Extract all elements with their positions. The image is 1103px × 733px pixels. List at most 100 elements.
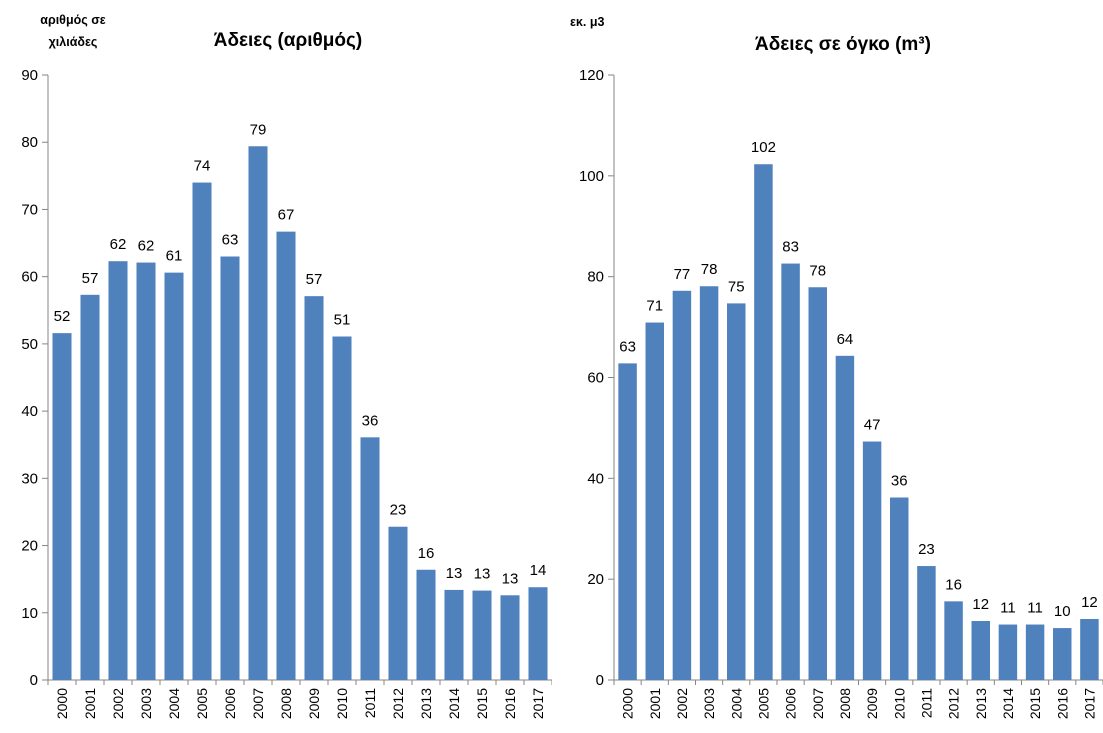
bar (192, 182, 212, 681)
bar (1080, 618, 1099, 680)
chart-svg-left: αριθμός σε χιλιάδες Άδειες (αριθμός) 0 10… (21, 13, 552, 719)
y-tick-label: 70 (21, 201, 38, 218)
bar-value-label: 102 (751, 139, 776, 156)
x-tick-label: 2009 (864, 688, 880, 719)
bar-value-label: 14 (530, 562, 547, 579)
y-tick-label: 30 (21, 470, 38, 487)
x-tick-label: 2014 (1000, 688, 1016, 719)
bar (304, 296, 324, 680)
bar (754, 164, 773, 681)
bar-value-label: 78 (809, 262, 826, 279)
x-tick-label: 2010 (334, 688, 350, 719)
y-tick-label: 40 (21, 403, 38, 420)
chart-building-permits-volume: εκ. μ3 Άδειες σε όγκο (m³) 0 20 40 60 80 100 1… (552, 0, 1103, 733)
x-tick-label: 2006 (783, 688, 799, 719)
x-tick-label: 2006 (222, 688, 238, 719)
y-tick-label: 10 (21, 605, 38, 622)
bar-value-label: 10 (1054, 603, 1071, 620)
x-tick-label: 2010 (891, 688, 907, 719)
x-tick-label: 2001 (82, 688, 98, 719)
y-unit-label: εκ. μ3 (570, 15, 604, 29)
bar-value-label: 23 (918, 541, 935, 558)
bar (699, 286, 719, 680)
bar (80, 294, 100, 680)
x-tick-label: 2009 (306, 688, 322, 719)
plot-area: 0 20 40 60 80 100 120 63 2000 71 2001 77 2002 78 2003 7… (579, 67, 1103, 719)
bar-value-label: 12 (972, 596, 989, 613)
bar-value-label: 78 (701, 261, 718, 278)
bar (890, 497, 909, 680)
y-tick-label: 0 (596, 672, 604, 689)
bar (835, 355, 855, 680)
bar-value-label: 77 (674, 266, 691, 283)
bar (248, 146, 268, 680)
bar (727, 303, 746, 680)
bar (971, 621, 990, 680)
bar (220, 256, 240, 680)
x-tick-label: 2017 (1081, 688, 1097, 719)
bar-value-label: 16 (945, 576, 962, 593)
y-tick-label: 80 (21, 134, 38, 151)
bar-value-label: 83 (782, 239, 799, 256)
bar-value-label: 52 (54, 308, 71, 325)
plot-area: 0 10 20 30 40 50 60 70 80 90 52 2000 57 2001 62 2002 62 2… (21, 67, 552, 719)
y-tick-label: 0 (30, 672, 38, 689)
bar-value-label: 47 (864, 417, 881, 434)
bar-value-label: 61 (166, 248, 183, 265)
x-tick-label: 2013 (418, 688, 434, 719)
x-tick-label: 2007 (810, 688, 826, 719)
bar-value-label: 63 (619, 338, 636, 355)
bar-value-label: 57 (306, 271, 323, 288)
bar (998, 624, 1018, 680)
bar-value-label: 62 (110, 236, 127, 253)
bar-value-label: 16 (418, 545, 435, 562)
bar (164, 272, 184, 680)
x-tick-label: 2016 (1054, 688, 1070, 719)
x-tick-label: 2015 (1027, 688, 1043, 719)
y-tick-label: 90 (21, 67, 38, 84)
y-tick-label: 60 (21, 269, 38, 286)
bar (645, 322, 664, 680)
x-tick-label: 2012 (946, 688, 962, 719)
bar (528, 587, 548, 680)
bar-value-label: 64 (837, 331, 854, 348)
x-tick-label: 2000 (620, 688, 636, 719)
bar (500, 595, 520, 680)
x-tick-label: 2011 (918, 688, 934, 718)
bar (276, 231, 296, 680)
y-tick-label: 120 (579, 67, 604, 84)
y-tick-label: 20 (587, 571, 604, 588)
x-tick-label: 2002 (674, 688, 690, 719)
x-tick-label: 2013 (973, 688, 989, 719)
x-tick-label: 2007 (250, 688, 266, 719)
x-tick-label: 2015 (474, 688, 490, 719)
bar-value-label: 67 (278, 207, 295, 224)
bar (416, 569, 436, 680)
bar-value-label: 71 (646, 298, 663, 315)
x-tick-label: 2008 (837, 688, 853, 719)
bar-value-label: 62 (138, 238, 155, 255)
x-tick-label: 2016 (502, 688, 518, 719)
bar-value-label: 13 (474, 566, 491, 583)
x-tick-label: 2004 (166, 688, 182, 719)
bar (360, 437, 380, 680)
bar (472, 590, 492, 680)
x-tick-label: 2003 (138, 688, 154, 719)
y-tick-label: 40 (587, 470, 604, 487)
x-tick-label: 2014 (446, 688, 462, 719)
bar (781, 263, 800, 680)
x-tick-label: 2012 (390, 688, 406, 719)
bar (808, 287, 827, 680)
y-tick-label: 20 (21, 538, 38, 555)
bar (332, 336, 352, 680)
x-tick-label: 2005 (755, 688, 771, 719)
y-unit-label-line1: αριθμός σε (40, 13, 105, 27)
bar-value-label: 63 (222, 232, 239, 249)
bar (108, 261, 128, 680)
chart-building-permits-count: αριθμός σε χιλιάδες Άδειες (αριθμός) 0 10… (21, 13, 552, 719)
bar (917, 566, 936, 680)
x-tick-label: 2011 (362, 688, 378, 718)
bar-value-label: 11 (1027, 600, 1043, 617)
bar-value-label: 57 (82, 270, 99, 287)
bar-value-label: 13 (446, 565, 463, 582)
